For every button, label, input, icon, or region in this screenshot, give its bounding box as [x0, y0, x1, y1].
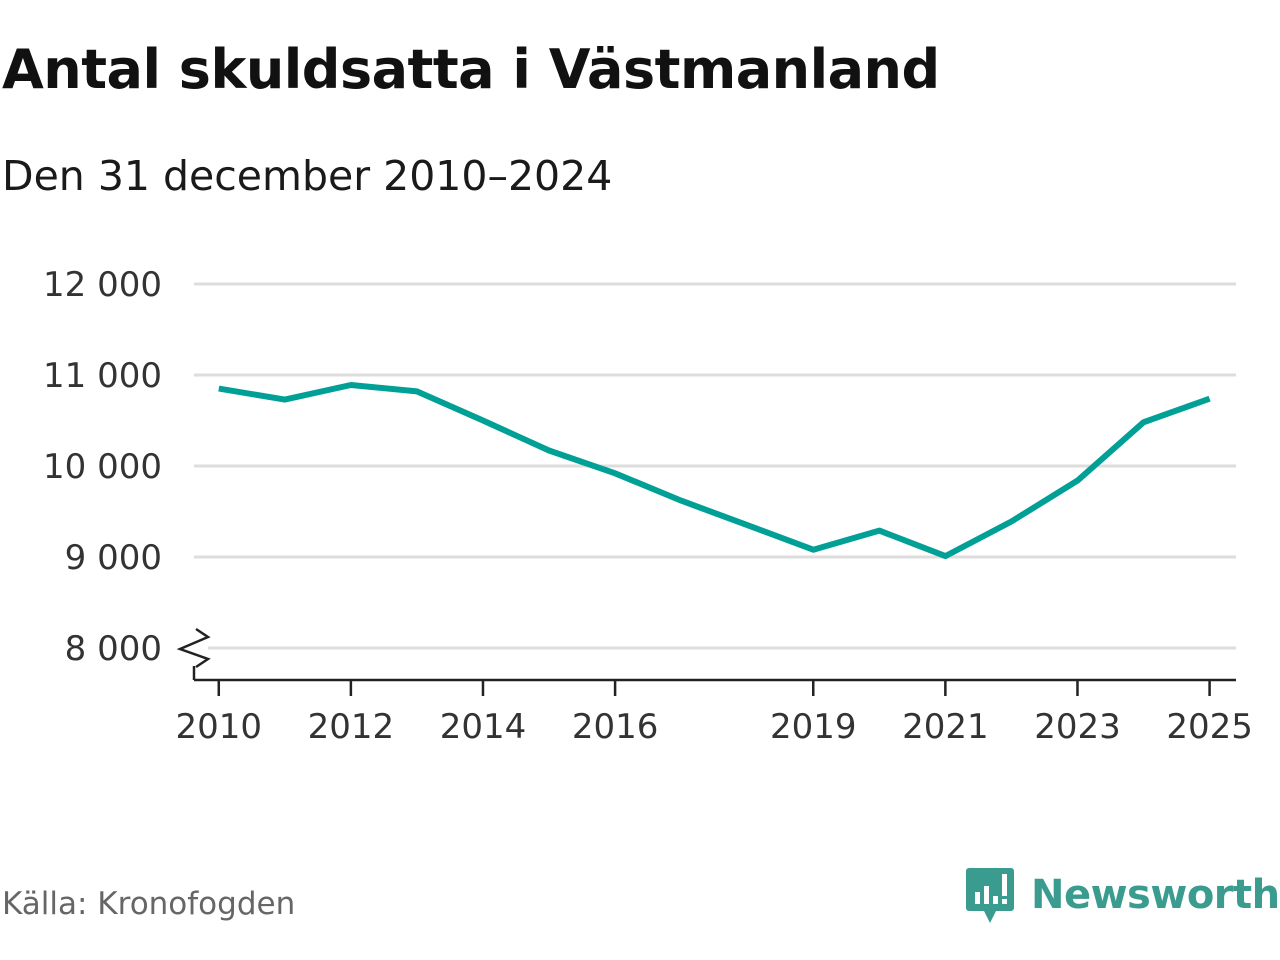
x-tick-label-2010: 2010: [176, 707, 263, 747]
x-axis-tick-labels: 2010 2012 2014 2016 2019 2021 2023 2025: [176, 707, 1253, 747]
y-axis-tick-labels: 8 000 9 000 10 000 11 000 12 000: [43, 265, 162, 669]
x-tick-label-2025: 2025: [1166, 707, 1253, 747]
gridlines: [194, 282, 1236, 650]
axis-break-mask: [178, 626, 208, 666]
series-line-0: [218, 382, 1211, 560]
y-tick-label-11000: 11 000: [43, 356, 162, 396]
chart-subtitle: Den 31 december 2010–2024: [2, 152, 613, 200]
y-tick-label-10000: 10 000: [43, 447, 162, 487]
x-tick-label-2023: 2023: [1034, 707, 1121, 747]
x-tick-label-2014: 2014: [440, 707, 527, 747]
x-axis: [192, 663, 1236, 696]
y-axis-break-icon: [176, 626, 211, 669]
y-tick-label-8000: 8 000: [65, 629, 162, 669]
axis-break-zigzag: [176, 627, 211, 669]
brand-name: Newsworthy: [1031, 872, 1280, 918]
source-note: Källa: Kronofogden: [2, 886, 296, 922]
x-tick-label-2012: 2012: [308, 707, 395, 747]
chart-title: Antal skuldsatta i Västmanland: [2, 38, 940, 101]
y-tick-label-9000: 9 000: [65, 538, 162, 578]
x-tick-label-2021: 2021: [902, 707, 989, 747]
newsworthy-logo-icon: [966, 868, 1014, 923]
y-tick-label-12000: 12 000: [43, 265, 162, 305]
x-tick-label-2019: 2019: [770, 707, 857, 747]
x-tick-label-2016: 2016: [572, 707, 659, 747]
series-group: [218, 382, 1211, 560]
brand-logo: Newsworthy: [965, 866, 1280, 924]
